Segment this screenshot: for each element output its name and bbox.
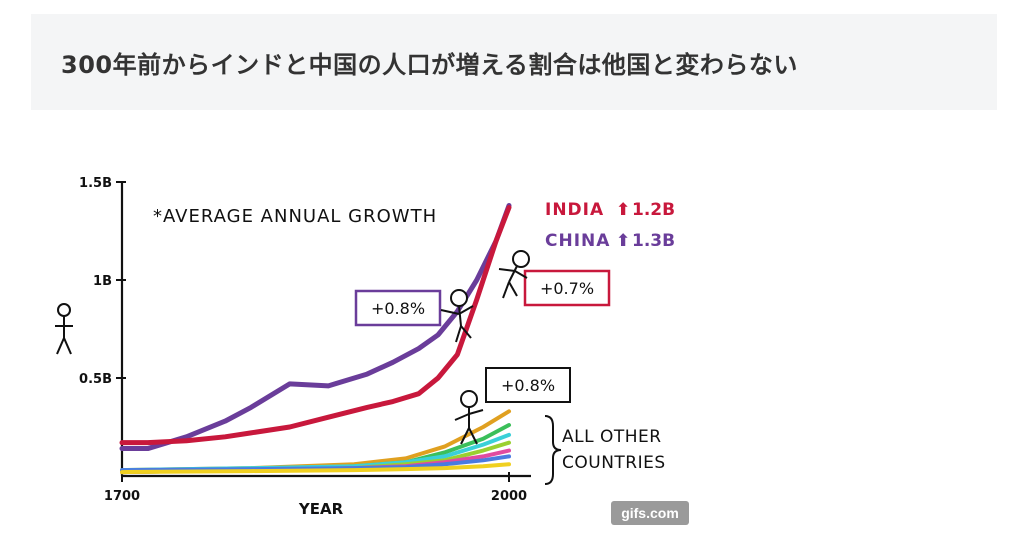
others-brace-icon: [544, 415, 562, 485]
china-growth-annotation: +0.8%: [354, 289, 442, 327]
china-growth-label: +0.8%: [371, 299, 425, 318]
legend-india-value: 1.2B: [632, 200, 675, 220]
legend-india-label: INDIA: [545, 200, 604, 220]
heading-box: 300年前からインドと中国の人口が増える割合は他国と変わらない: [31, 14, 997, 110]
other-country-series-line: [120, 462, 511, 475]
india-series-line: [119, 204, 512, 446]
china-series-line: [119, 203, 512, 452]
x-axis-label: YEAR: [298, 500, 344, 518]
others-label-line2: COUNTRIES: [562, 453, 666, 473]
page-title: 300年前からインドと中国の人口が増える割合は他国と変わらない: [61, 50, 798, 79]
others-label-line1: ALL OTHER: [562, 427, 662, 447]
climber-china-figure-icon: [440, 289, 474, 343]
others-growth-label: +0.8%: [501, 376, 555, 395]
legend: INDIA ⬆ 1.2B CHINA ⬆ 1.3B: [545, 200, 675, 251]
y-ticks: 1.5B 1B 0.5B: [79, 176, 126, 387]
india-growth-annotation: +0.7%: [523, 269, 611, 307]
x-tick-label: 1700: [104, 489, 140, 504]
india-growth-label: +0.7%: [540, 279, 594, 298]
chart-title: *AVERAGE ANNUAL GROWTH: [153, 206, 437, 227]
climber-others-figure-icon: [454, 390, 484, 445]
legend-india-arrow-icon: ⬆: [616, 200, 630, 220]
watermark-badge: gifs.com: [611, 501, 689, 525]
y-tick-label: 0.5B: [79, 372, 112, 387]
y-tick-label: 1.5B: [79, 176, 112, 191]
y-tick-label: 1B: [93, 274, 112, 289]
x-tick-label: 2000: [491, 489, 527, 504]
legend-china-value: 1.3B: [632, 231, 675, 251]
population-chart: 1.5B 1B 0.5B 1700 2000 *AVERAGE ANNUAL GROW…: [55, 176, 675, 518]
others-growth-annotation: +0.8%: [485, 367, 571, 403]
legend-china-label: CHINA: [545, 231, 610, 251]
stick-figure-person-icon: [55, 303, 73, 355]
legend-china-arrow-icon: ⬆: [616, 231, 630, 251]
climber-india-figure-icon: [498, 250, 530, 299]
other-countries-series: [120, 409, 511, 475]
chart-figure: 1.5B 1B 0.5B 1700 2000 *AVERAGE ANNUAL GROW…: [31, 158, 695, 536]
